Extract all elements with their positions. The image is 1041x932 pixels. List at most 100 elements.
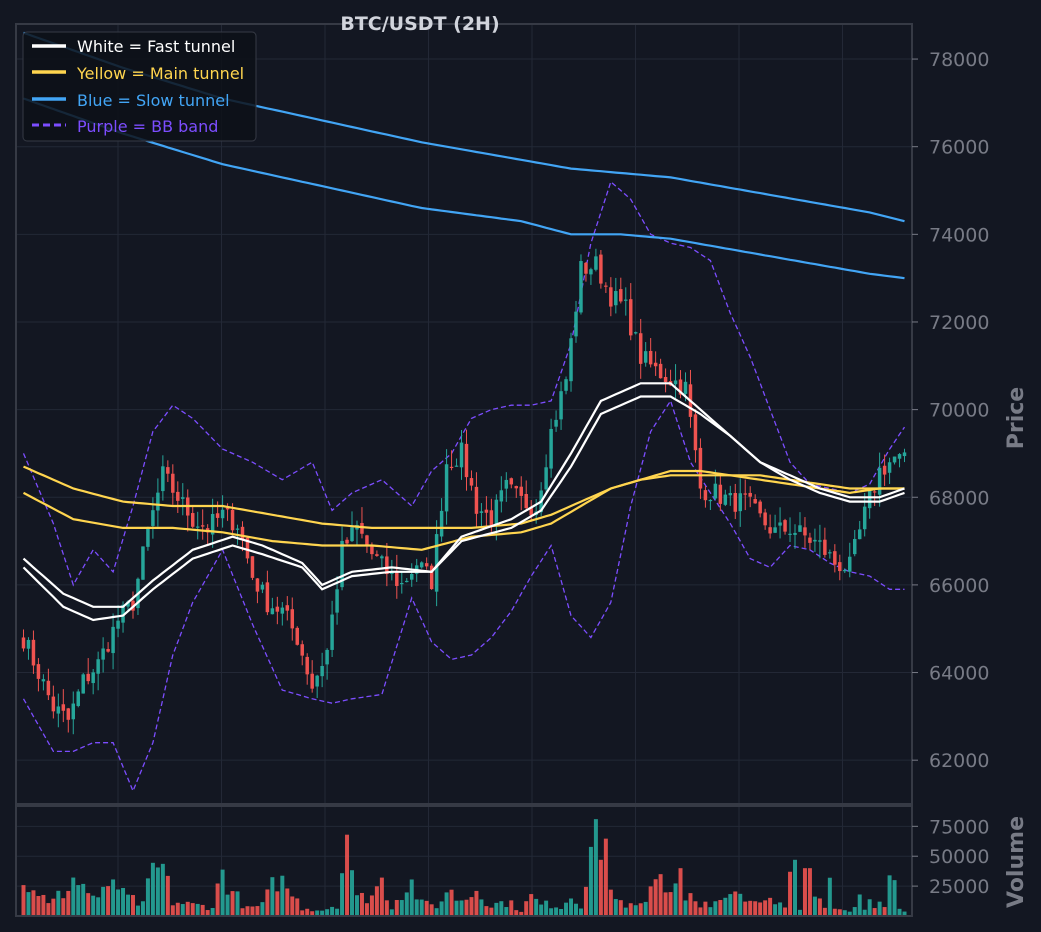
candle-body [111, 626, 115, 654]
price-tick-label: 62000 [929, 750, 989, 772]
volume-bar [180, 904, 185, 916]
volume-bar [862, 909, 867, 916]
candle-body [524, 493, 528, 509]
candle-body [265, 582, 270, 613]
candle-body [220, 509, 225, 519]
volume-bar [793, 859, 797, 916]
legend-label-fast: White = Fast tunnel [77, 37, 235, 56]
candle-body [61, 704, 66, 711]
volume-bar [354, 895, 359, 916]
volume-bar [559, 908, 564, 916]
volume-bar [743, 901, 748, 916]
volume-bar [544, 900, 549, 916]
candle-body [887, 462, 892, 473]
volume-bar [877, 901, 882, 916]
candle-body [91, 672, 95, 684]
volume-bar [250, 906, 255, 916]
volume-bar [429, 904, 434, 916]
volume-bar [693, 901, 698, 916]
candle-body [56, 706, 61, 714]
candle-body [529, 507, 533, 516]
volume-bar [569, 898, 574, 916]
volume-bar [454, 900, 459, 916]
candle-body [31, 639, 36, 666]
candle-body [643, 351, 648, 363]
candle-body [584, 262, 588, 274]
candle-body [365, 535, 369, 546]
candle-body [395, 570, 399, 586]
volume-bar [623, 907, 628, 916]
volume-bar [867, 899, 872, 916]
candle-body [424, 563, 429, 567]
slow-tunnel-lower-line [23, 97, 905, 280]
volume-bar [613, 899, 618, 916]
candle-body [818, 540, 822, 542]
candle-body [748, 492, 752, 497]
candle-body [66, 708, 71, 720]
candle-body [559, 391, 563, 420]
volume-bar [345, 834, 350, 916]
volume-bar [902, 911, 907, 916]
candle-body [619, 289, 623, 302]
candle-body [479, 511, 484, 513]
volume-bar [230, 891, 235, 916]
volume-bar [31, 890, 36, 916]
price-grid [16, 24, 912, 804]
price-axis-label: Price [1004, 387, 1029, 449]
volume-bar [409, 879, 414, 916]
volume-bar [220, 869, 225, 916]
volume-bar [788, 871, 793, 916]
candle-body [813, 539, 817, 542]
volume-bar [802, 868, 807, 916]
candle-body [763, 512, 767, 526]
price-tick-label: 72000 [929, 312, 989, 334]
volume-bar [305, 908, 310, 916]
volume-bar [389, 909, 394, 916]
volume-bar [434, 908, 439, 916]
candle-body [474, 486, 479, 514]
candle-body [808, 537, 812, 543]
volume-bar [663, 892, 668, 916]
volume-bar [185, 901, 190, 916]
price-panel-frame [15, 23, 913, 805]
volume-bar [683, 900, 688, 916]
volume-bar [260, 902, 265, 916]
candle-body [320, 665, 324, 677]
candle-body [549, 428, 553, 469]
volume-bar [887, 875, 892, 916]
volume-bar [364, 903, 369, 916]
candle-body [653, 362, 658, 367]
volume-bar [240, 908, 245, 916]
candle-body [569, 338, 573, 382]
volume-bar [807, 868, 812, 916]
candle-body [489, 510, 494, 528]
candle-body [509, 478, 514, 485]
candle-body [862, 506, 867, 530]
volume-bar [514, 910, 519, 916]
volume-bar [748, 900, 753, 916]
legend-box [22, 31, 257, 142]
candle-body [519, 486, 523, 496]
candle-body [648, 350, 653, 365]
volume-bar [832, 908, 837, 916]
volume-bar [280, 875, 285, 916]
volume-panel-frame [15, 805, 913, 917]
candle-body [449, 466, 454, 469]
volume-bar [245, 906, 250, 916]
candle-body [773, 527, 777, 533]
candle-body [340, 540, 344, 588]
volume-bar [384, 900, 389, 916]
candle-body [609, 287, 613, 307]
candle-body [41, 679, 46, 682]
volume-bar [290, 896, 295, 916]
volume-bar [638, 903, 643, 916]
volume-bar [469, 897, 474, 916]
candle-body [250, 556, 255, 578]
volume-bar [633, 905, 638, 916]
volume-bar [464, 899, 469, 916]
candle-body [96, 659, 100, 674]
volume-bar [783, 907, 788, 916]
volume-bar [728, 894, 733, 916]
candle-body [385, 556, 389, 575]
candle-body [225, 507, 230, 510]
